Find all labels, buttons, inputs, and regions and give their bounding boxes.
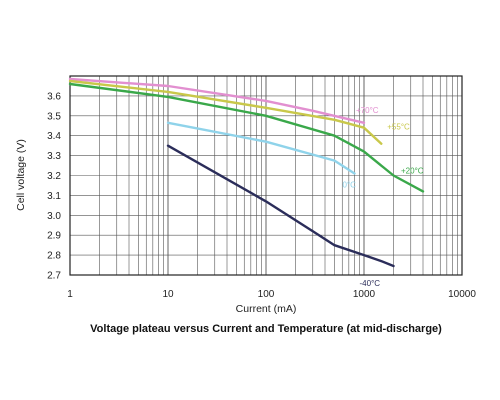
chart-caption: Voltage plateau versus Current and Tempe… <box>90 323 442 335</box>
series-line <box>68 79 383 145</box>
series-lines <box>68 77 425 268</box>
x-tick-label: 10000 <box>448 289 476 300</box>
y-tick-label: 3.4 <box>47 131 61 142</box>
axes <box>69 75 463 276</box>
tick-labels: 2.7 2.8 2.9 3.0 3.1 3.2 3.3 3.4 3.5 3.6 1 10 100 1000… <box>47 91 476 300</box>
x-tick-label: 100 <box>258 289 275 300</box>
series-line <box>68 82 425 193</box>
y-tick-label: 2.7 <box>47 271 61 282</box>
y-tick-label: 3.0 <box>47 211 61 222</box>
x-tick-label: 1000 <box>353 289 376 300</box>
y-tick-label: 3.2 <box>47 171 61 182</box>
grid <box>69 75 462 276</box>
series-line <box>68 77 366 125</box>
y-tick-label: 2.8 <box>47 251 61 262</box>
series-line <box>166 121 356 175</box>
y-tick-label: 2.9 <box>47 231 61 242</box>
x-tick-label: 10 <box>162 289 174 300</box>
x-axis-title: Current (mA) <box>236 303 297 315</box>
series-label: +20°C <box>401 166 424 175</box>
y-axis-title: Cell voltage (V) <box>15 139 27 211</box>
y-tick-label: 3.5 <box>47 111 61 122</box>
series-line <box>166 144 395 268</box>
plot-frame <box>69 75 463 276</box>
series-label: +55°C <box>387 123 410 132</box>
series-label: +70°C <box>356 106 379 115</box>
series-labels: +70°C +55°C +20°C 0°C -40°C <box>343 106 424 288</box>
series-label: 0°C <box>343 181 357 190</box>
y-tick-label: 3.6 <box>47 91 61 102</box>
y-tick-label: 3.1 <box>47 191 61 202</box>
x-tick-label: 1 <box>67 289 73 300</box>
y-tick-label: 3.3 <box>47 151 61 162</box>
series-label: -40°C <box>360 279 381 288</box>
